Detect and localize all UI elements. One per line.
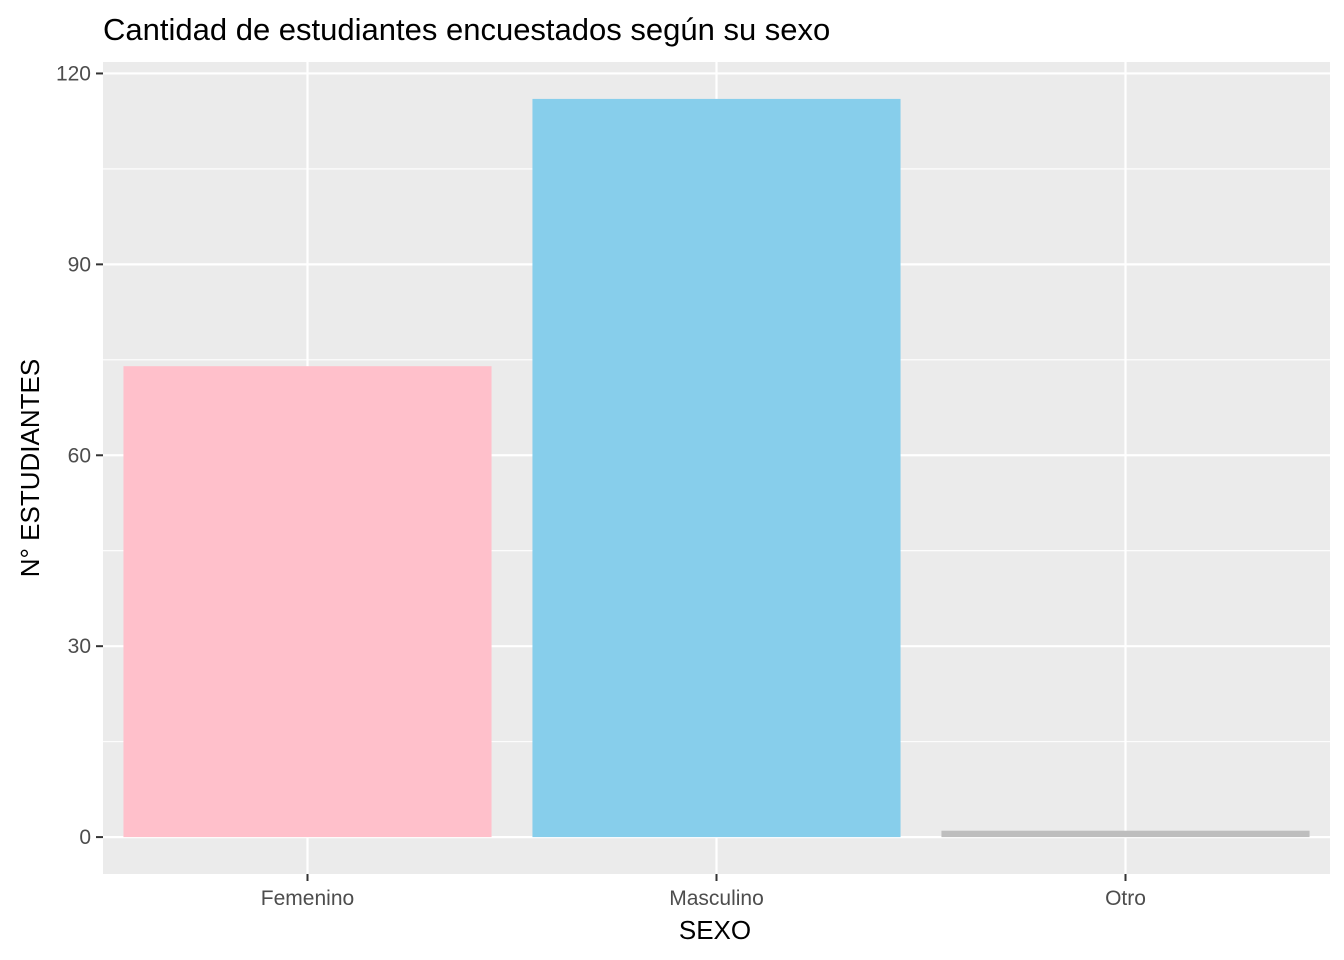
x-axis: Femenino Masculino Otro (261, 874, 1146, 910)
y-tick-label: 60 (68, 444, 91, 467)
bar-otro (941, 830, 1310, 838)
y-tick-label: 90 (68, 253, 91, 276)
x-tick-label: Femenino (261, 887, 354, 910)
y-axis: 0 30 60 90 120 (56, 62, 103, 849)
bar-femenino (123, 366, 492, 838)
x-tick-label: Otro (1105, 887, 1146, 910)
y-tick-label: 120 (56, 62, 91, 85)
y-axis-title: N° ESTUDIANTES (15, 359, 45, 577)
bars (123, 98, 1310, 838)
bar-masculino (532, 98, 901, 838)
x-tick-label: Masculino (669, 887, 764, 910)
y-tick-label: 30 (68, 635, 91, 658)
chart-title: Cantidad de estudiantes encuestados segú… (103, 12, 830, 47)
y-tick-label: 0 (79, 826, 91, 849)
x-axis-title: SEXO (679, 915, 751, 945)
